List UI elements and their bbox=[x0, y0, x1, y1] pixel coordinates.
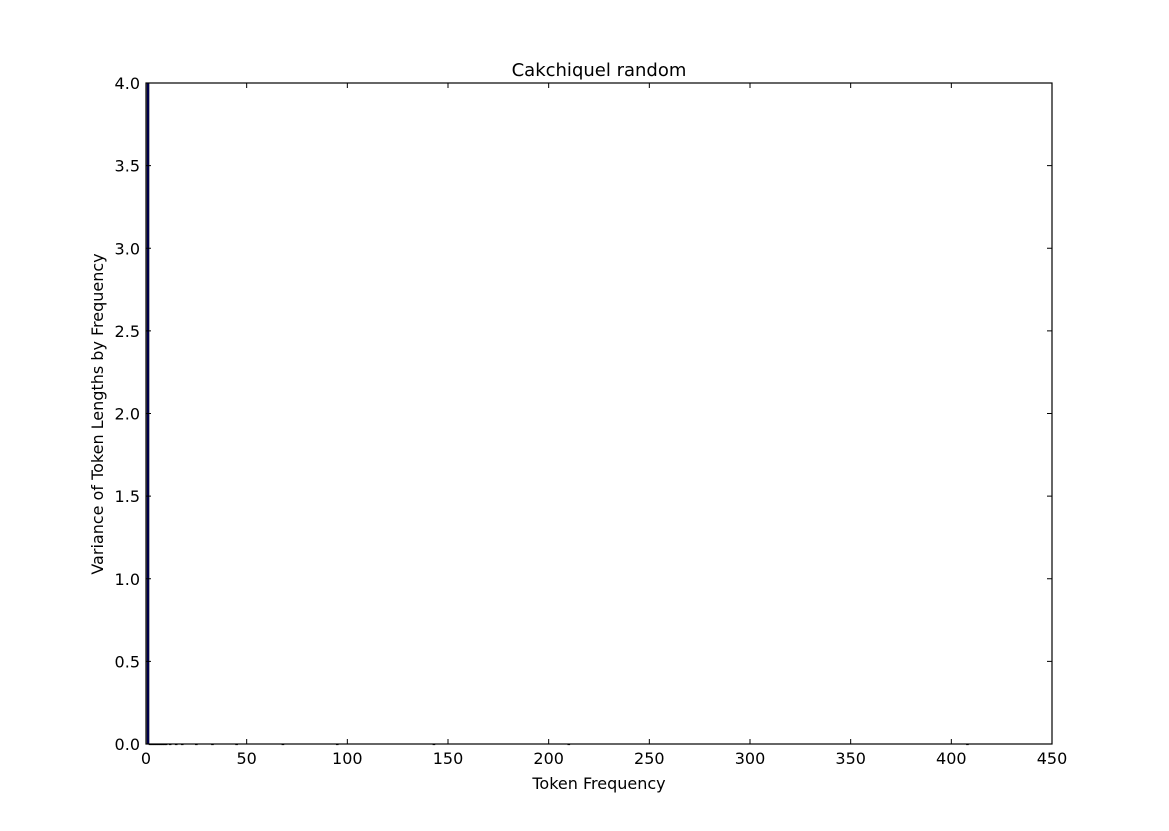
plot-area bbox=[146, 83, 1052, 744]
y-tick-label-4: 2.0 bbox=[115, 405, 140, 424]
y-tick-label-3: 1.5 bbox=[115, 487, 140, 506]
y-tick-label-1: 0.5 bbox=[115, 652, 140, 671]
plot-frame bbox=[145, 82, 1053, 745]
x-tick-label-6: 300 bbox=[735, 749, 766, 768]
x-tick-label-7: 350 bbox=[835, 749, 866, 768]
y-tick-label-6: 3.0 bbox=[115, 239, 140, 258]
y-tick-label-5: 2.5 bbox=[115, 322, 140, 341]
x-tick-label-2: 100 bbox=[332, 749, 363, 768]
x-tick-label-5: 250 bbox=[634, 749, 665, 768]
chart-title: Cakchiquel random bbox=[512, 60, 687, 81]
y-tick-label-0: 0.0 bbox=[115, 735, 140, 754]
x-tick-label-4: 200 bbox=[533, 749, 564, 768]
x-tick-label-1: 50 bbox=[236, 749, 256, 768]
x-tick-label-9: 450 bbox=[1037, 749, 1068, 768]
y-tick-label-8: 4.0 bbox=[115, 74, 140, 93]
y-tick-label-2: 1.0 bbox=[115, 570, 140, 589]
x-tick-label-3: 150 bbox=[433, 749, 464, 768]
x-tick-label-8: 400 bbox=[936, 749, 967, 768]
ticks-group: 0 50 100 150 200 250 300 350 400 450 0.0 0.5 1.0 1.5 2… bbox=[115, 74, 1068, 768]
x-axis-label: Token Frequency bbox=[531, 774, 665, 793]
y-tick-label-7: 3.5 bbox=[115, 157, 140, 176]
x-tick-label-0: 0 bbox=[141, 749, 151, 768]
y-axis-label: Variance of Token Lengths by Frequency bbox=[88, 253, 107, 574]
